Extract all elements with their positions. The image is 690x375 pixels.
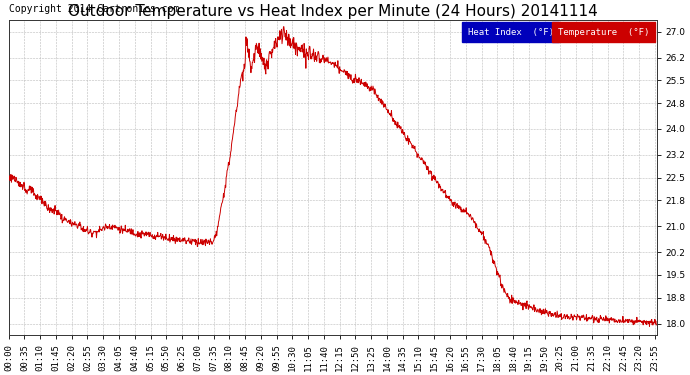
Title: Outdoor Temperature vs Heat Index per Minute (24 Hours) 20141114: Outdoor Temperature vs Heat Index per Mi… — [68, 4, 598, 19]
Text: Copyright 2014 Cartronics.com: Copyright 2014 Cartronics.com — [9, 4, 179, 14]
Legend: Heat Index  (°F), Temperature  (°F): Heat Index (°F), Temperature (°F) — [463, 25, 652, 39]
